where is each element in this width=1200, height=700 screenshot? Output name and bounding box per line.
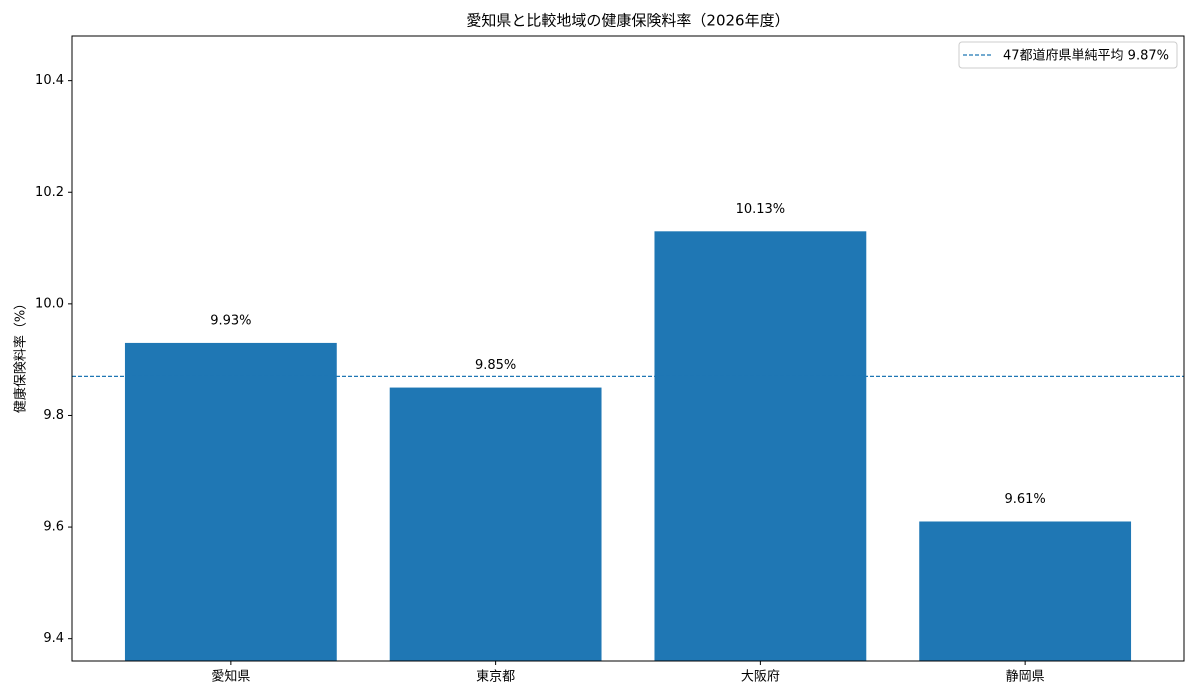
value-label: 9.93% [210,313,251,328]
legend-box [958,41,1178,69]
value-label: 9.61% [1004,492,1045,507]
bar [919,521,1132,661]
x-tick-label: 静岡県 [1006,670,1045,685]
bar [124,342,337,661]
chart-title: 愛知県と比較地域の健康保険料率（2026年度） [466,12,789,30]
y-tick-label: 10.0 [35,296,64,311]
x-tick-label: 東京都 [476,669,515,685]
y-axis-label: 健康保険料率（%） [13,297,29,413]
y-tick-label: 10.2 [35,185,64,200]
x-tick-label: 大阪府 [741,670,780,685]
value-label: 10.13% [736,202,786,217]
y-tick-label: 9.6 [43,520,64,535]
plot-frame [71,35,1185,662]
y-tick-label: 9.8 [43,408,64,423]
y-tick-label: 9.4 [43,631,64,646]
bar [389,387,602,661]
value-label: 9.85% [475,358,516,373]
x-tick-label: 愛知県 [211,669,250,685]
legend-label: 47都道府県単純平均 9.87% [1003,48,1169,64]
bar [654,231,867,661]
y-tick-label: 10.4 [35,73,64,88]
